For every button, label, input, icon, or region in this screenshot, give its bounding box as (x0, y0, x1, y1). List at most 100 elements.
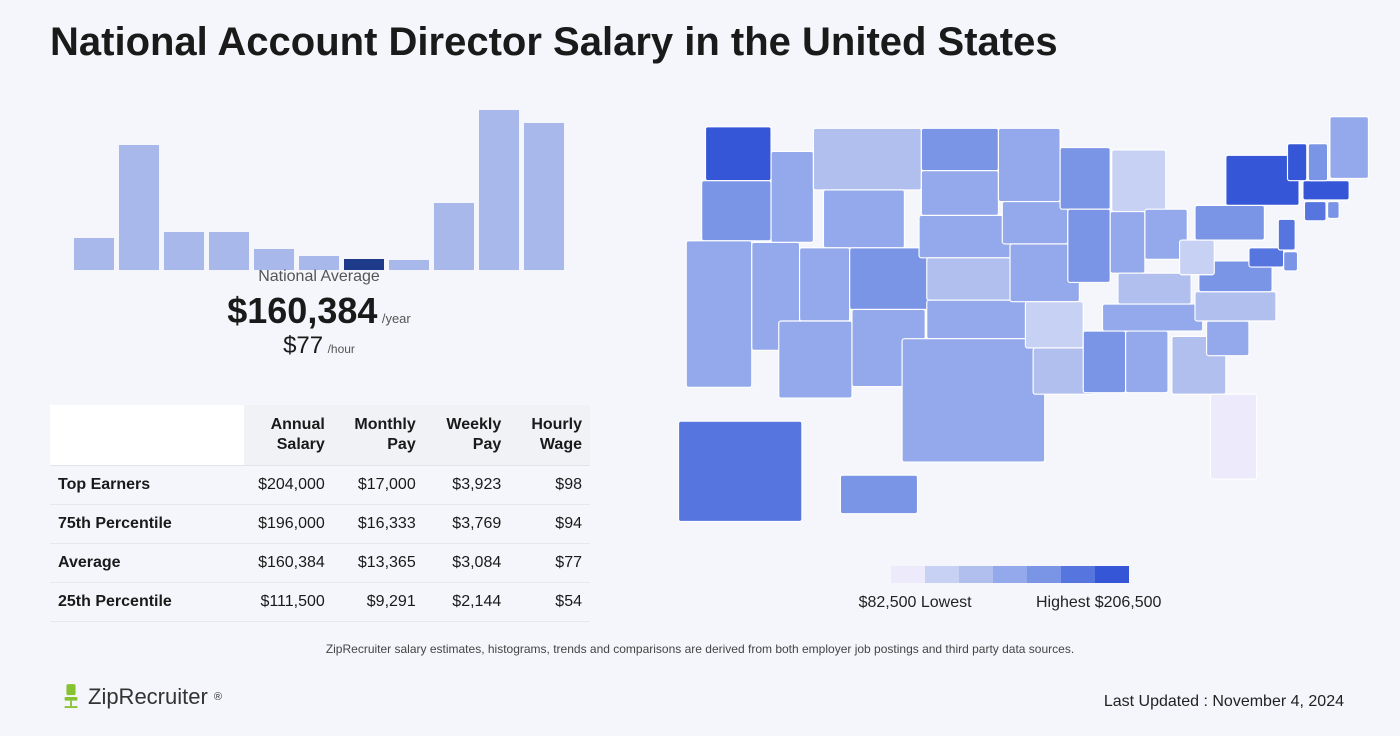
national-yearly-value: $160,384 (227, 290, 377, 331)
table-cell: Average (50, 544, 244, 583)
table-cell: $16,333 (333, 505, 424, 544)
state-vt (1288, 144, 1307, 181)
ziprecruiter-logo: ZipRecruiter ® (60, 682, 222, 712)
table-cell: $204,000 (244, 466, 333, 505)
table-cell: Top Earners (50, 466, 244, 505)
state-tx (902, 339, 1045, 462)
legend-lowest-label: $82,500 Lowest (859, 594, 972, 612)
state-sd (921, 171, 998, 216)
state-ia (1002, 202, 1068, 244)
state-fl (1210, 394, 1256, 479)
state-mt (813, 128, 921, 190)
footnote-text: ZipRecruiter salary estimates, histogram… (0, 642, 1400, 656)
legend-swatch (1061, 566, 1095, 583)
table-cell: $54 (509, 583, 590, 622)
state-wy (823, 190, 904, 248)
table-cell: $13,365 (333, 544, 424, 583)
logo-text: ZipRecruiter (88, 684, 208, 710)
legend-swatch (891, 566, 925, 583)
state-ca (686, 241, 752, 387)
legend-swatch (993, 566, 1027, 583)
table-header-row: AnnualSalaryMonthlyPayWeeklyPayHourlyWag… (50, 405, 590, 466)
chair-icon (60, 682, 82, 712)
salary-histogram (74, 100, 574, 270)
table-cell: $160,384 (244, 544, 333, 583)
legend-swatch (925, 566, 959, 583)
state-ks (927, 258, 1020, 300)
state-wv (1180, 240, 1215, 275)
national-hourly-suffix: /hour (328, 342, 355, 356)
state-sc (1207, 321, 1249, 356)
state-al (1126, 331, 1168, 393)
table-cell: $2,144 (424, 583, 510, 622)
table-cell: 75th Percentile (50, 505, 244, 544)
legend-swatch (1027, 566, 1061, 583)
legend-highest-label: Highest $206,500 (1036, 594, 1161, 612)
state-or (702, 181, 771, 241)
state-ms (1083, 331, 1125, 393)
table-cell: $111,500 (244, 583, 333, 622)
histogram-bar (209, 232, 249, 270)
state-id (771, 151, 813, 242)
table-header (50, 405, 244, 466)
table-header: MonthlyPay (333, 405, 424, 466)
legend-swatch (1095, 566, 1129, 583)
histogram-bar (254, 249, 294, 270)
histogram-bar (524, 123, 564, 270)
table-cell: $196,000 (244, 505, 333, 544)
histogram-bar (479, 110, 519, 270)
national-yearly-suffix: /year (382, 311, 411, 326)
histogram-bar (74, 238, 114, 270)
state-hi (840, 475, 917, 514)
last-updated-text: Last Updated : November 4, 2024 (1104, 693, 1344, 711)
state-ak (679, 421, 802, 521)
state-nj (1278, 219, 1295, 250)
table-cell: $98 (509, 466, 590, 505)
state-ct (1304, 202, 1326, 221)
national-average-hourly: $77 /hour (74, 332, 564, 360)
logo-registered: ® (214, 691, 222, 703)
legend-swatch (959, 566, 993, 583)
state-ky (1118, 273, 1191, 304)
table-cell: $3,084 (424, 544, 510, 583)
table-header: WeeklyPay (424, 405, 510, 466)
state-nc (1195, 292, 1276, 321)
table-header: AnnualSalary (244, 405, 333, 466)
state-ri (1328, 202, 1340, 219)
table-cell: $3,923 (424, 466, 510, 505)
state-wi (1060, 148, 1110, 210)
table-row: Top Earners$204,000$17,000$3,923$98 (50, 466, 590, 505)
state-tn (1103, 304, 1203, 331)
state-ar (1025, 302, 1083, 348)
state-wa (706, 127, 772, 181)
state-mi (1112, 150, 1166, 212)
state-me (1330, 117, 1369, 179)
state-ok (927, 300, 1031, 339)
state-pa (1195, 205, 1264, 240)
table-row: Average$160,384$13,365$3,084$77 (50, 544, 590, 583)
table-row: 75th Percentile$196,000$16,333$3,769$94 (50, 505, 590, 544)
state-de (1284, 252, 1298, 271)
table-row: 25th Percentile$111,500$9,291$2,144$54 (50, 583, 590, 622)
table-cell: $94 (509, 505, 590, 544)
state-in (1110, 212, 1145, 274)
page-title: National Account Director Salary in the … (50, 20, 1058, 65)
national-hourly-value: $77 (283, 332, 323, 359)
state-il (1068, 209, 1110, 282)
state-md (1249, 248, 1284, 267)
state-ma (1303, 181, 1349, 200)
state-ne (919, 215, 1012, 257)
us-choropleth-map (640, 86, 1380, 556)
histogram-bar (119, 145, 159, 270)
table-cell: $9,291 (333, 583, 424, 622)
state-ut (800, 248, 850, 321)
table-cell: $17,000 (333, 466, 424, 505)
table-cell: 25th Percentile (50, 583, 244, 622)
table-cell: $77 (509, 544, 590, 583)
state-nh (1308, 144, 1327, 181)
histogram-bar (434, 203, 474, 270)
salary-table: AnnualSalaryMonthlyPayWeeklyPayHourlyWag… (50, 405, 590, 622)
state-az (779, 321, 852, 398)
state-mn (998, 128, 1060, 201)
histogram-bar (164, 232, 204, 270)
